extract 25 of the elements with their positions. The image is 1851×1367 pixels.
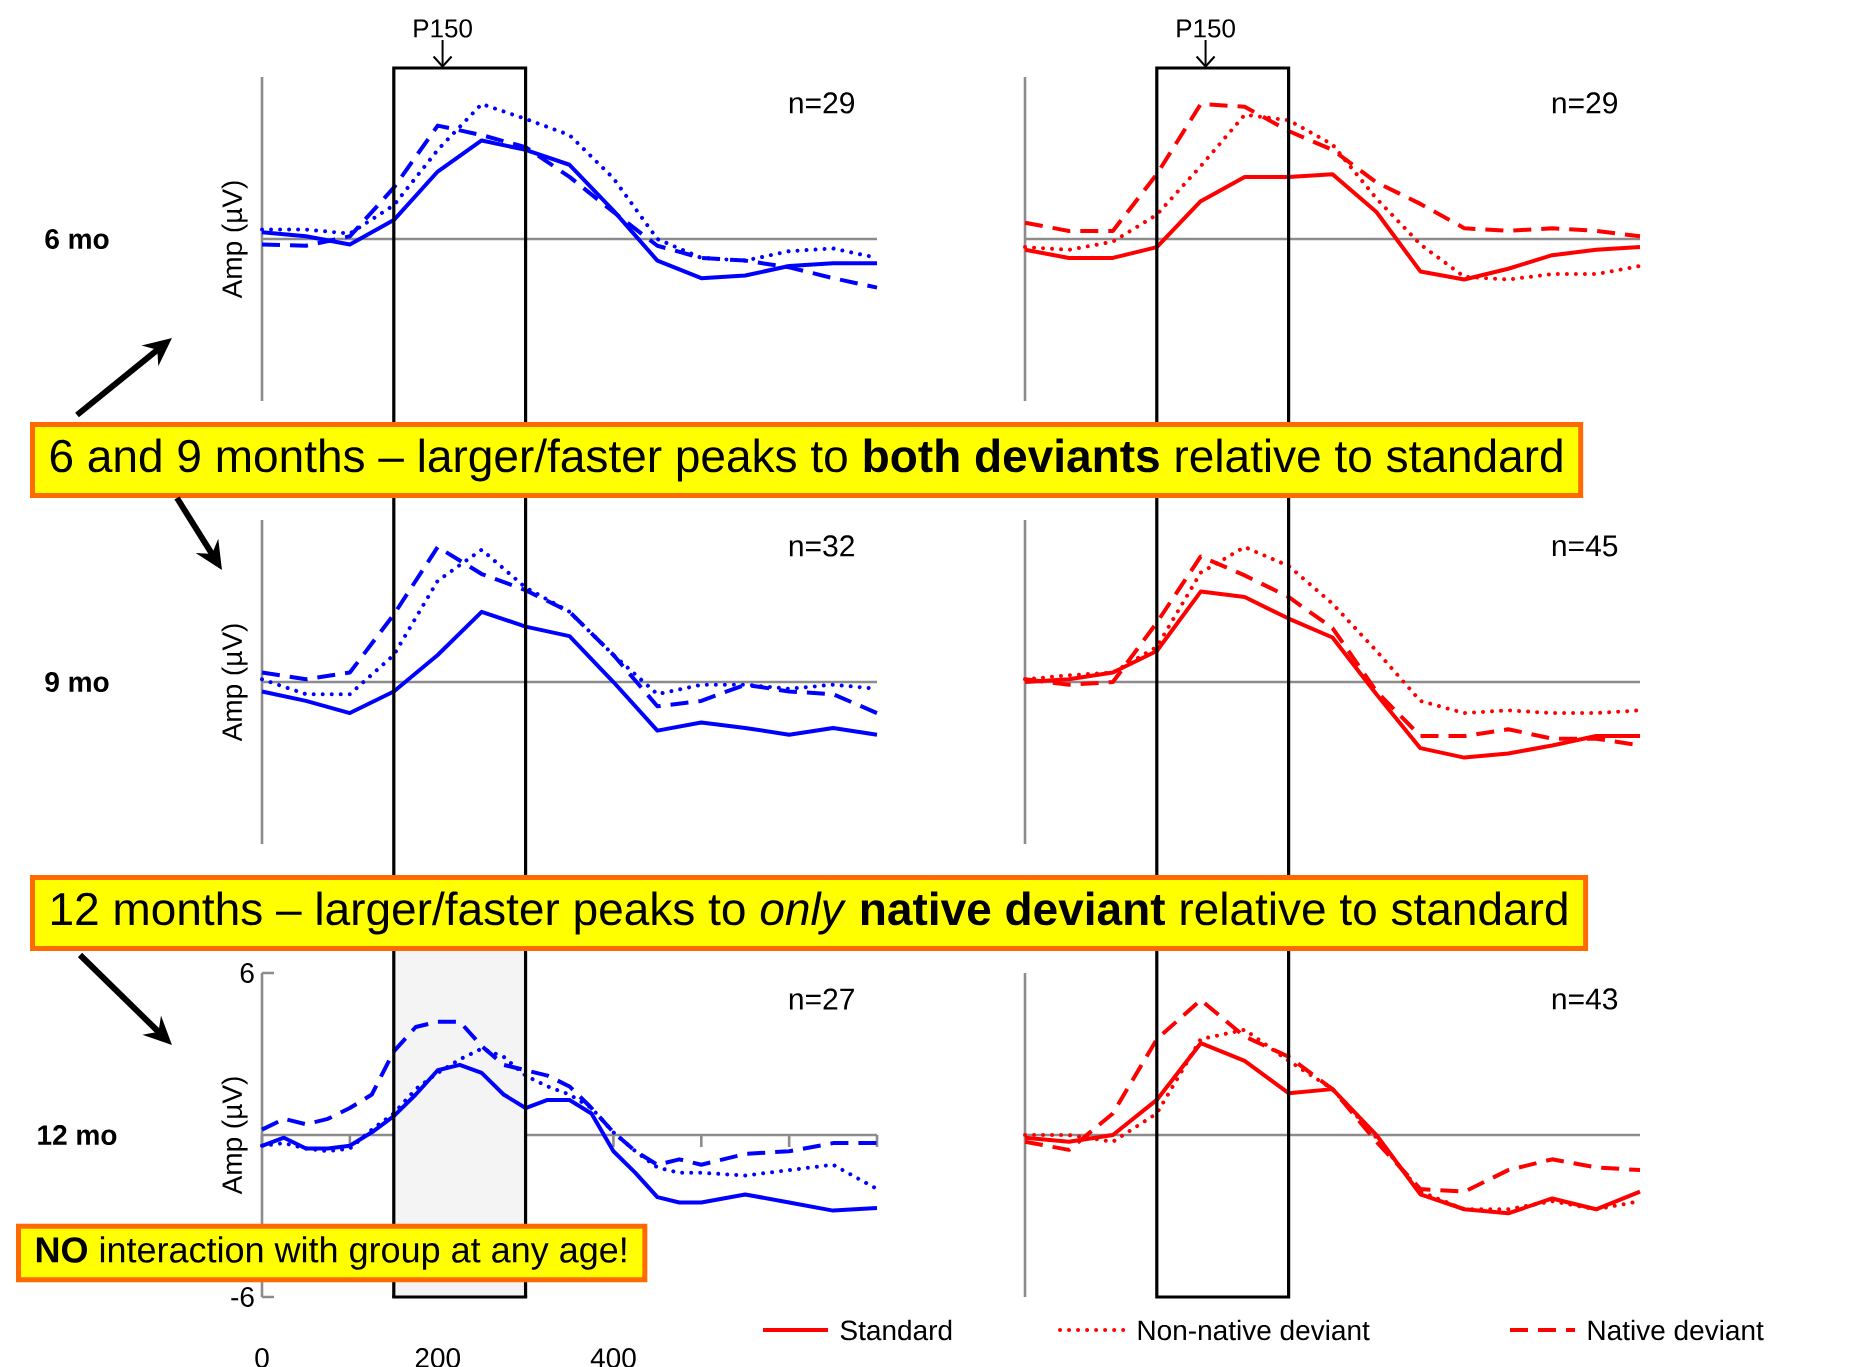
- text: 9 mo: [45, 672, 109, 692]
- annotation: n=29: [1552, 92, 1618, 114]
- annotation: n=29: [789, 92, 854, 114]
- x-tick-label: 400: [590, 1348, 636, 1367]
- annotation: NO interaction with group at any age!: [36, 1236, 626, 1270]
- y-axis-title: Amp (µV): [221, 181, 248, 299]
- text: 12 mo: [38, 1125, 117, 1145]
- text: P150: [1177, 19, 1235, 38]
- y-axis-title: Amp (µV): [221, 624, 248, 742]
- text: 6 and 9 months – larger/faster peaks to both deviants relative to standard: [50, 438, 1562, 482]
- annotation: n=43: [1552, 988, 1618, 1010]
- text: 6 mo: [45, 229, 109, 249]
- y-tick-label: -6: [231, 1287, 254, 1307]
- text: P150: [414, 19, 472, 38]
- text: 12 months – larger/faster peaks to only native deviant relative to standard: [52, 891, 1567, 935]
- annotation: n=32: [789, 535, 854, 557]
- annotation: n=27: [789, 988, 854, 1010]
- legend-label: Native deviant: [1588, 1319, 1764, 1341]
- y-tick-label: 6: [240, 963, 254, 983]
- legend-label: Non-native deviant: [1138, 1319, 1370, 1341]
- x-tick-label: 0: [255, 1348, 269, 1367]
- x-tick-label: 200: [415, 1348, 460, 1367]
- legend-label: Standard: [840, 1319, 952, 1341]
- y-axis-title: Amp (µV): [221, 1077, 248, 1195]
- annotation: n=45: [1552, 535, 1618, 557]
